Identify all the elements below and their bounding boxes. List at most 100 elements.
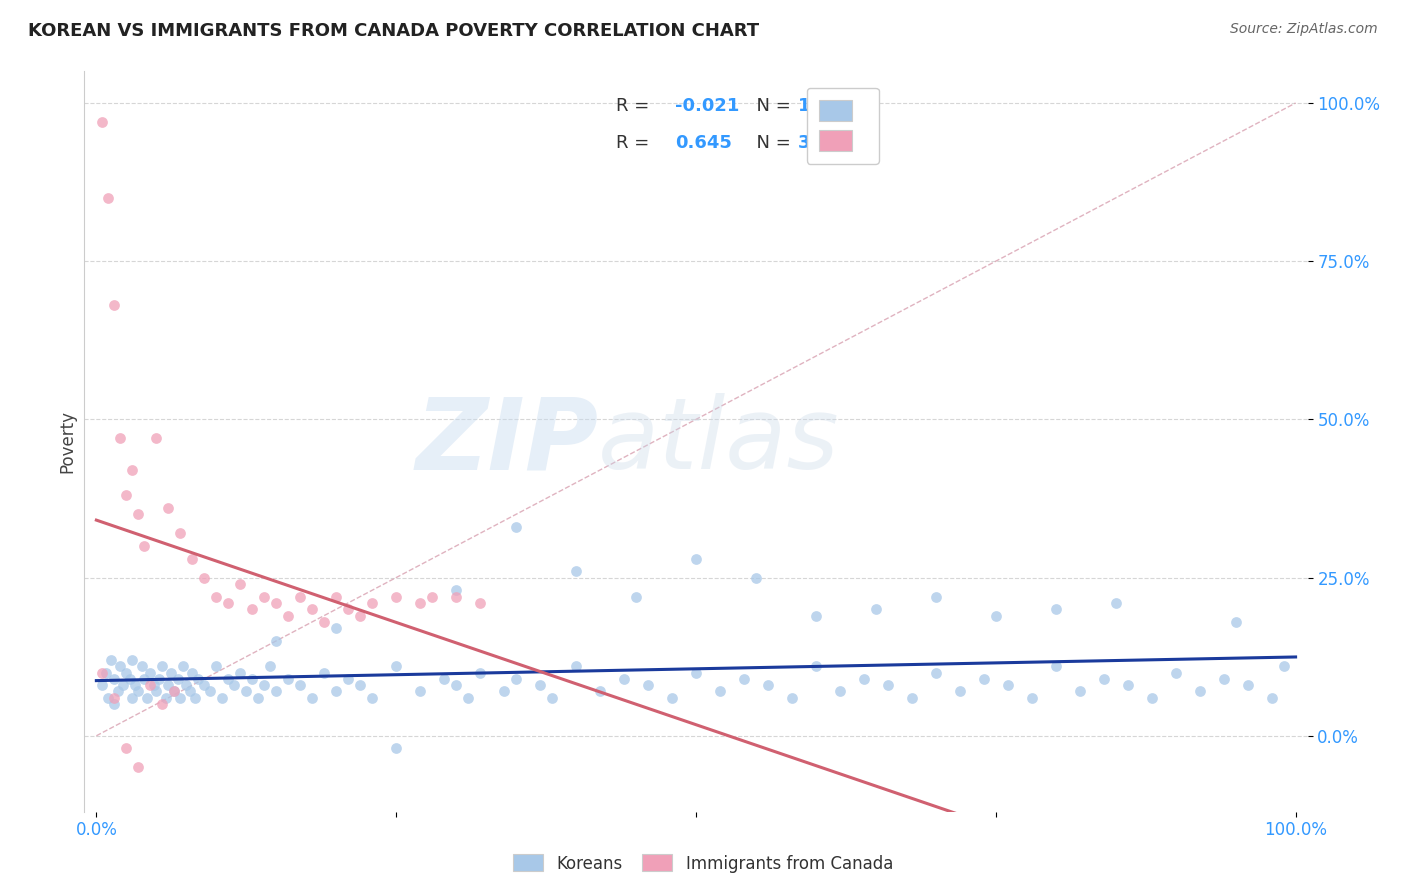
Point [150, 697, 173, 711]
Point [385, 590, 408, 604]
Point [468, 665, 491, 680]
Point [505, 672, 527, 686]
Point [780, 690, 803, 705]
Point [174, 678, 197, 692]
Point [100, 653, 122, 667]
Point [337, 672, 360, 686]
Point [91, 678, 114, 692]
Point [217, 672, 239, 686]
Point [290, 590, 312, 604]
Point [155, 690, 177, 705]
Point [1140, 690, 1163, 705]
Legend: Koreans, Immigrants from Canada: Koreans, Immigrants from Canada [506, 847, 900, 880]
Point [169, 690, 191, 705]
Point [325, 621, 347, 635]
Point [624, 590, 647, 604]
Point [264, 596, 287, 610]
Point [253, 590, 276, 604]
Point [314, 665, 336, 680]
Point [169, 526, 191, 541]
Point [103, 697, 125, 711]
Point [1188, 684, 1211, 698]
Point [925, 590, 948, 604]
Point [349, 608, 371, 623]
Point [181, 665, 204, 680]
Point [565, 659, 588, 673]
Point [529, 678, 551, 692]
Point [127, 684, 149, 698]
Point [709, 684, 731, 698]
Point [1260, 690, 1282, 705]
Point [301, 690, 323, 705]
Point [277, 608, 299, 623]
Point [385, 741, 408, 756]
Point [804, 608, 827, 623]
Point [685, 551, 707, 566]
Point [193, 678, 215, 692]
Point [224, 678, 246, 692]
Point [193, 571, 215, 585]
Point [505, 520, 527, 534]
Point [115, 665, 138, 680]
Point [1092, 672, 1115, 686]
Point [91, 115, 114, 129]
Point [157, 678, 180, 692]
Point [325, 684, 347, 698]
Point [205, 659, 228, 673]
Point [134, 539, 156, 553]
Point [240, 672, 263, 686]
Point [157, 500, 180, 515]
Point [205, 590, 228, 604]
Point [121, 653, 143, 667]
Point [565, 564, 588, 578]
Point [121, 463, 143, 477]
Point [264, 684, 287, 698]
Point [949, 684, 972, 698]
Point [247, 690, 270, 705]
Point [115, 488, 138, 502]
Point [135, 690, 157, 705]
Point [745, 571, 768, 585]
Point [1021, 690, 1043, 705]
Point [349, 678, 371, 692]
Point [1164, 665, 1187, 680]
Point [183, 690, 205, 705]
Y-axis label: Poverty: Poverty [58, 410, 76, 473]
Point [264, 633, 287, 648]
Point [211, 690, 233, 705]
Point [150, 659, 173, 673]
Point [409, 596, 432, 610]
Point [290, 678, 312, 692]
Point [181, 551, 204, 566]
Point [134, 672, 156, 686]
Point [444, 678, 467, 692]
Point [613, 672, 636, 686]
Point [103, 672, 125, 686]
Point [997, 678, 1019, 692]
Point [187, 672, 209, 686]
Point [733, 672, 755, 686]
Point [1225, 615, 1247, 629]
Point [139, 678, 162, 692]
Point [494, 684, 516, 698]
Point [1045, 602, 1067, 616]
Legend: , : , [807, 87, 879, 164]
Text: 113: 113 [797, 97, 835, 115]
Point [97, 191, 120, 205]
Text: ZIP: ZIP [415, 393, 598, 490]
Point [1116, 678, 1139, 692]
Point [661, 690, 683, 705]
Point [385, 659, 408, 673]
Point [876, 678, 898, 692]
Point [163, 684, 186, 698]
Point [121, 690, 143, 705]
Point [115, 741, 138, 756]
Point [337, 602, 360, 616]
Point [229, 665, 252, 680]
Point [925, 665, 948, 680]
Point [444, 590, 467, 604]
Point [139, 665, 162, 680]
Point [901, 690, 924, 705]
Point [163, 684, 186, 698]
Point [97, 690, 120, 705]
